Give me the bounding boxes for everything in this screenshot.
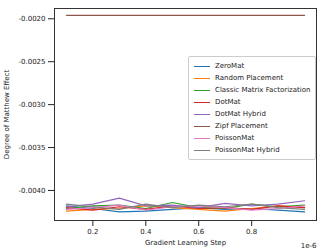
html-text:DotMat: DotMat [215,98,241,106]
svg-text:-0.0035: -0.0035 [18,144,45,152]
svg-text:-0.0040: -0.0040 [18,187,45,195]
svg-text:1e-6: 1e-6 [301,242,317,248]
svg-text:-0.0025: -0.0025 [18,58,45,66]
html-text:Zipf Placement: Zipf Placement [215,122,268,130]
html-text:PoissonMat Hybrid: PoissonMat Hybrid [215,146,280,154]
html-text:DotMat Hybrid: DotMat Hybrid [215,110,266,118]
svg-text:Degree of Matthew Effect: Degree of Matthew Effect [3,70,11,160]
html-text:ZeroMat: ZeroMat [215,62,245,70]
svg-text:0.8: 0.8 [246,228,257,236]
html-text:Random Placement: Random Placement [215,74,284,82]
html-text:PoissonMat: PoissonMat [215,134,255,142]
svg-text:0.6: 0.6 [193,228,205,236]
svg-text:-0.0020: -0.0020 [18,15,45,23]
html-text:Classic Matrix Factorization: Classic Matrix Factorization [215,86,311,94]
svg-text:-0.0030: -0.0030 [18,101,45,109]
svg-text:0.4: 0.4 [140,228,152,236]
svg-text:Gradient Learning Step: Gradient Learning Step [145,239,227,247]
svg-text:0.2: 0.2 [87,228,98,236]
